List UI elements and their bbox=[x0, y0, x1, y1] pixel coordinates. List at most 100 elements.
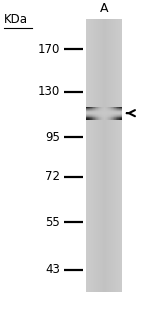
Bar bbox=[111, 111, 112, 112]
Bar bbox=[109, 116, 110, 117]
Bar bbox=[91, 116, 92, 117]
Bar bbox=[90, 113, 91, 114]
Bar bbox=[109, 119, 110, 120]
Bar bbox=[107, 110, 108, 111]
Bar bbox=[91, 19, 92, 292]
Bar bbox=[92, 115, 93, 116]
Bar bbox=[100, 110, 101, 111]
Bar bbox=[100, 117, 101, 118]
Bar bbox=[110, 113, 111, 114]
Bar bbox=[88, 108, 89, 109]
Bar bbox=[90, 117, 91, 118]
Bar bbox=[119, 110, 120, 111]
Bar bbox=[111, 19, 112, 292]
Bar bbox=[104, 110, 105, 111]
Bar bbox=[105, 114, 106, 115]
Bar bbox=[119, 111, 120, 112]
Bar bbox=[112, 107, 113, 108]
Bar bbox=[97, 110, 98, 111]
Bar bbox=[111, 115, 112, 116]
Bar bbox=[115, 108, 116, 109]
Bar bbox=[92, 112, 93, 113]
Bar bbox=[89, 118, 90, 119]
Bar bbox=[93, 118, 94, 119]
Bar bbox=[100, 116, 101, 117]
Bar bbox=[110, 111, 111, 112]
Bar bbox=[110, 114, 111, 115]
Bar bbox=[105, 111, 106, 112]
Bar bbox=[115, 110, 116, 111]
Bar bbox=[114, 111, 115, 112]
Bar bbox=[109, 111, 110, 112]
Bar bbox=[115, 107, 116, 108]
Bar bbox=[116, 111, 117, 112]
Bar bbox=[102, 117, 103, 118]
Bar bbox=[95, 112, 96, 113]
Bar bbox=[118, 107, 119, 108]
Bar bbox=[90, 107, 91, 108]
Bar bbox=[110, 110, 111, 111]
Bar bbox=[89, 119, 90, 120]
Bar bbox=[111, 110, 112, 111]
Bar bbox=[105, 109, 106, 110]
Bar bbox=[121, 113, 122, 114]
Bar bbox=[99, 114, 100, 115]
Bar bbox=[89, 110, 90, 111]
Bar bbox=[105, 108, 106, 109]
Bar bbox=[98, 19, 99, 292]
Bar bbox=[117, 109, 118, 110]
Bar bbox=[89, 113, 90, 114]
Bar bbox=[118, 117, 119, 118]
Bar bbox=[92, 107, 93, 108]
Text: KDa: KDa bbox=[4, 13, 28, 26]
Bar bbox=[100, 111, 101, 112]
Bar bbox=[103, 117, 104, 118]
Bar bbox=[116, 114, 117, 115]
Bar bbox=[107, 108, 108, 109]
Bar bbox=[91, 119, 92, 120]
Bar bbox=[89, 112, 90, 113]
Bar bbox=[100, 107, 101, 108]
Bar bbox=[103, 115, 104, 116]
Bar bbox=[107, 119, 108, 120]
Bar bbox=[120, 118, 121, 119]
Bar bbox=[95, 19, 96, 292]
Bar bbox=[109, 108, 110, 109]
Bar bbox=[109, 118, 110, 119]
Bar bbox=[119, 116, 120, 117]
Bar bbox=[94, 19, 95, 292]
Bar bbox=[98, 107, 99, 108]
Bar bbox=[117, 117, 118, 118]
Bar bbox=[112, 117, 113, 118]
Bar bbox=[118, 108, 119, 109]
Bar bbox=[114, 119, 115, 120]
Bar bbox=[98, 115, 99, 116]
Text: 130: 130 bbox=[38, 85, 60, 98]
Bar bbox=[98, 116, 99, 117]
Bar bbox=[97, 113, 98, 114]
Bar bbox=[108, 116, 109, 117]
Bar bbox=[111, 108, 112, 109]
Bar bbox=[117, 116, 118, 117]
Bar bbox=[87, 19, 88, 292]
Bar bbox=[105, 107, 106, 108]
Bar bbox=[118, 118, 119, 119]
Bar bbox=[97, 119, 98, 120]
Bar bbox=[113, 113, 114, 114]
Bar bbox=[97, 109, 98, 110]
Bar bbox=[111, 109, 112, 110]
Bar bbox=[95, 108, 96, 109]
Bar bbox=[117, 108, 118, 109]
Bar bbox=[117, 113, 118, 114]
Bar bbox=[106, 114, 107, 115]
Bar bbox=[94, 118, 95, 119]
Bar bbox=[86, 19, 87, 292]
Bar bbox=[104, 114, 105, 115]
Bar bbox=[113, 19, 114, 292]
Bar bbox=[109, 114, 110, 115]
Bar bbox=[120, 117, 121, 118]
Bar bbox=[87, 112, 88, 113]
Bar bbox=[118, 111, 119, 112]
Bar bbox=[95, 110, 96, 111]
Bar bbox=[118, 116, 119, 117]
